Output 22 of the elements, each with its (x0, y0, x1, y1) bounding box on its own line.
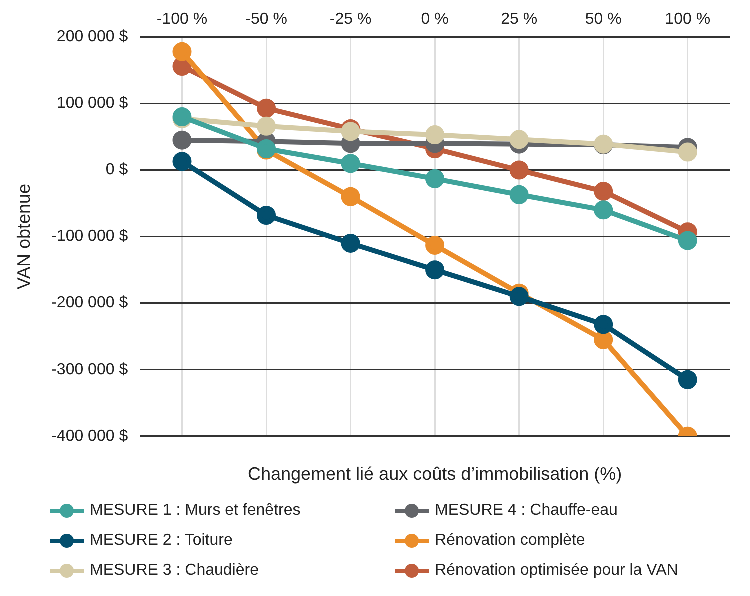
legend-label: Rénovation complète (435, 532, 586, 550)
legend-label: MESURE 4 : Chauffe-eau (435, 502, 618, 520)
legend-label: MESURE 2 : Toiture (90, 532, 233, 550)
y-tick-label: 200 000 $ (56, 28, 128, 46)
legend-label: MESURE 1 : Murs et fenêtres (90, 502, 301, 520)
x-axis-title: Changement lié aux coûts d’immobilisation (%) (248, 464, 622, 484)
y-tick-label: -400 000 $ (52, 428, 128, 445)
x-tick-label: 100 % (665, 11, 711, 28)
x-tick-label: 0 % (421, 11, 449, 28)
y-tick-label: -200 000 $ (52, 294, 128, 312)
x-tick-label: 25 % (501, 11, 538, 28)
x-tick-label: -50 % (246, 11, 288, 28)
legend-label: Rénovation optimisée pour la VAN (435, 562, 678, 580)
x-tick-label: 50 % (585, 11, 622, 28)
x-tick-label: -100 % (156, 11, 208, 28)
y-tick-label: 100 000 $ (56, 95, 128, 112)
legend-label: MESURE 3 : Chaudière (90, 562, 259, 580)
y-axis-title: VAN obtenue (14, 184, 34, 290)
x-tick-label: -25 % (330, 11, 372, 28)
y-tick-label: -300 000 $ (52, 361, 128, 378)
y-tick-label: 0 $ (106, 162, 128, 179)
y-tick-label: -100 000 $ (52, 228, 128, 246)
